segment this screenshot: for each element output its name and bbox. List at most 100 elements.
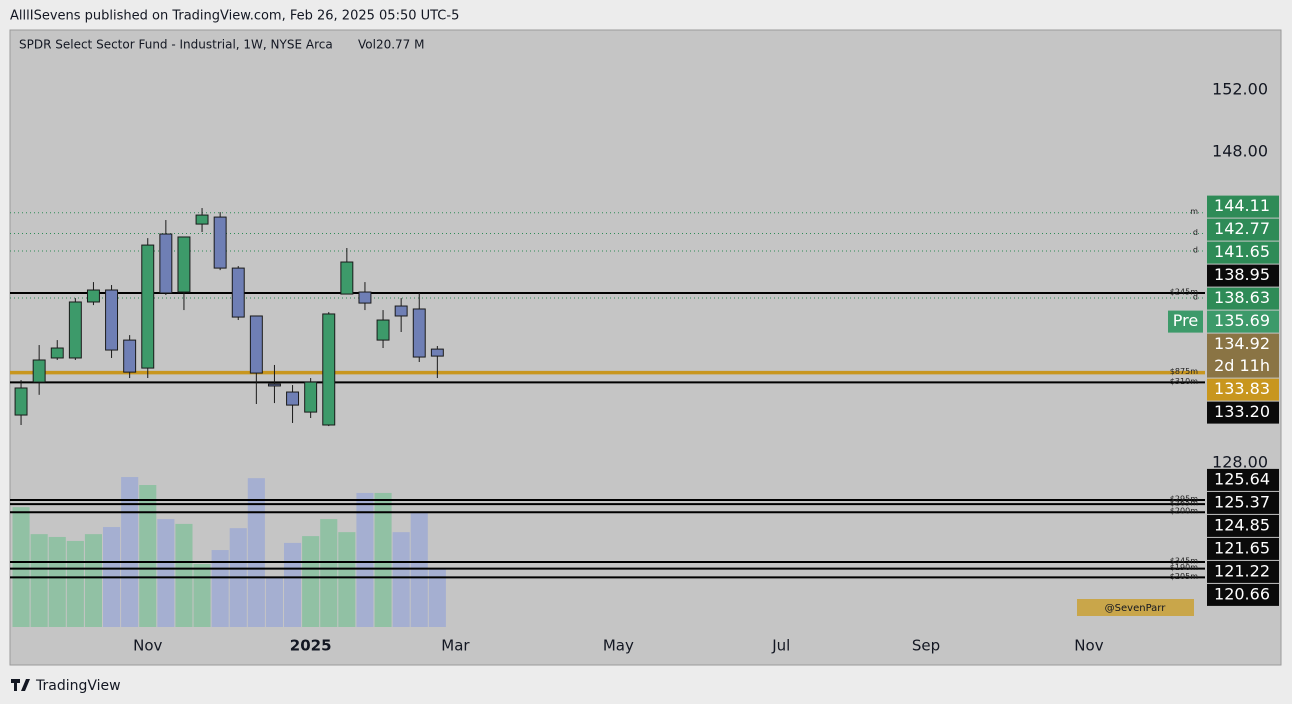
countdown: 2d 11h: [1214, 356, 1270, 375]
candles: [14, 208, 444, 427]
volume-bar: [48, 536, 66, 627]
volume-bar: [338, 532, 356, 627]
volume-bar: [284, 542, 302, 627]
candle-body: [141, 244, 155, 369]
volume-bar: [247, 478, 265, 627]
price-tag-label: 124.85: [1214, 515, 1270, 534]
price-tag: [1207, 401, 1279, 424]
y-tick-label: 152.00: [1212, 80, 1268, 99]
x-tick-label: Nov: [133, 637, 162, 655]
candle-body: [213, 216, 227, 269]
volume-bar: [30, 534, 48, 627]
volume-bar: [265, 577, 283, 627]
price-tag-label: 144.11: [1214, 196, 1270, 215]
volume-bar: [410, 513, 428, 627]
volume-bar: [175, 523, 193, 627]
volume-bar: [193, 563, 211, 627]
volume-bar: [392, 532, 410, 627]
level-note: d: [1193, 245, 1198, 254]
candle-body: [231, 267, 245, 318]
volume-bar: [157, 519, 175, 627]
price-tag: [1207, 514, 1279, 537]
candle-body: [32, 359, 46, 383]
candle-body: [86, 289, 100, 303]
candle-body: [430, 348, 444, 357]
time-axis: Nov 2025 Mar May Jul Sep Nov: [133, 637, 1104, 655]
volume-bar: [374, 492, 392, 627]
volume-bar: [139, 485, 157, 627]
price-tag-label: 138.95: [1214, 265, 1270, 284]
y-tick-label: 148.00: [1212, 142, 1268, 161]
candle-body: [286, 391, 300, 406]
volume-bar: [428, 568, 446, 627]
volume-bar: [302, 536, 320, 627]
price-tag-label: 121.65: [1214, 538, 1270, 557]
level-note: $875m: [1170, 367, 1198, 376]
watermark: @SevenParr: [1105, 603, 1167, 614]
candle-body: [68, 301, 82, 359]
price-tag-label: 133.83: [1214, 379, 1270, 398]
levels: mdd$245md$875m$310m$295m$265m$200m$345m$…: [10, 207, 1205, 581]
price-tag: [1207, 560, 1279, 583]
price-tag: [1207, 333, 1279, 378]
price-tag: [1207, 264, 1279, 287]
candle-body: [50, 347, 64, 359]
candle-body: [376, 319, 390, 341]
volume-label: Vol20.77 M: [358, 38, 424, 52]
price-tag-label: 135.69: [1214, 311, 1270, 330]
volume-bar: [66, 540, 84, 627]
level-note: m: [1190, 207, 1198, 216]
price-tag-label: 125.37: [1214, 492, 1270, 511]
level-note: $205m: [1170, 572, 1198, 581]
x-tick-label: Mar: [441, 637, 470, 655]
chart-title: SPDR Select Sector Fund - Industrial, 1W…: [19, 38, 333, 52]
price-axis: 152.00 148.00 128.00 144.11 142.77 141.65 138.…: [1207, 80, 1279, 606]
logo: [11, 679, 30, 691]
level-note: d: [1193, 292, 1198, 301]
price-tag-label: 120.66: [1214, 584, 1270, 603]
x-tick-label: 2025: [290, 637, 332, 655]
level-note: $345m: [1170, 556, 1198, 565]
price-tag: [1207, 287, 1279, 310]
price-tag: [1207, 310, 1279, 333]
candle-body: [105, 289, 119, 351]
watermark-box: [1077, 599, 1194, 616]
price-tag-label: 134.92: [1214, 334, 1270, 353]
price-tag-label: 121.22: [1214, 561, 1270, 580]
price-tag-label: 141.65: [1214, 242, 1270, 261]
level-note: $310m: [1170, 377, 1198, 386]
price-tag: [1207, 378, 1279, 401]
price-tag: [1207, 195, 1279, 218]
candle-body: [322, 313, 336, 426]
volume-bar: [320, 519, 338, 627]
publish-info: AlllISevens published on TradingView.com…: [10, 9, 459, 24]
level-note: d: [1193, 228, 1198, 237]
volume-bar: [12, 507, 30, 627]
pre-label: Pre: [1173, 311, 1198, 330]
candle-body: [412, 308, 426, 358]
price-tag: [1207, 583, 1279, 606]
price-tag: [1207, 468, 1279, 491]
candle-body: [267, 383, 281, 387]
level-note: $265m: [1170, 499, 1198, 508]
price-tag-label: 142.77: [1214, 219, 1270, 238]
x-tick-label: Jul: [771, 637, 790, 655]
candle-body: [249, 315, 263, 374]
level-note: $295m: [1170, 494, 1198, 503]
candle-body: [195, 214, 209, 225]
level-note: $200m: [1170, 507, 1198, 516]
price-tag-label: 125.64: [1214, 469, 1270, 488]
candle-body: [123, 339, 137, 373]
x-tick-label: Sep: [912, 637, 940, 655]
candle-body: [358, 291, 372, 304]
brand: TradingView: [35, 678, 121, 694]
level-note: $245m: [1170, 287, 1198, 296]
candle-body: [304, 381, 318, 413]
volume-bar: [356, 492, 374, 627]
price-tag-label: 133.20: [1214, 402, 1270, 421]
candle-body: [14, 387, 28, 416]
candle-body: [340, 261, 354, 295]
level-note: $190m: [1170, 563, 1198, 572]
price-tag-label: 138.63: [1214, 288, 1270, 307]
